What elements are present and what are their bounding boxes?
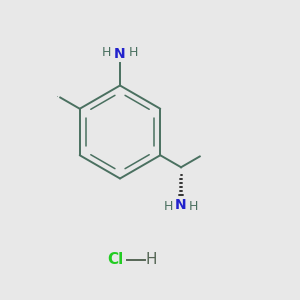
Text: H: H <box>129 46 138 59</box>
Text: H: H <box>102 46 111 59</box>
Text: H: H <box>146 252 157 267</box>
Text: H: H <box>189 200 198 213</box>
Text: N: N <box>114 46 126 61</box>
Text: H: H <box>164 200 173 213</box>
Text: N: N <box>175 199 187 212</box>
Text: Cl: Cl <box>107 252 124 267</box>
Text: Me: Me <box>57 96 59 97</box>
